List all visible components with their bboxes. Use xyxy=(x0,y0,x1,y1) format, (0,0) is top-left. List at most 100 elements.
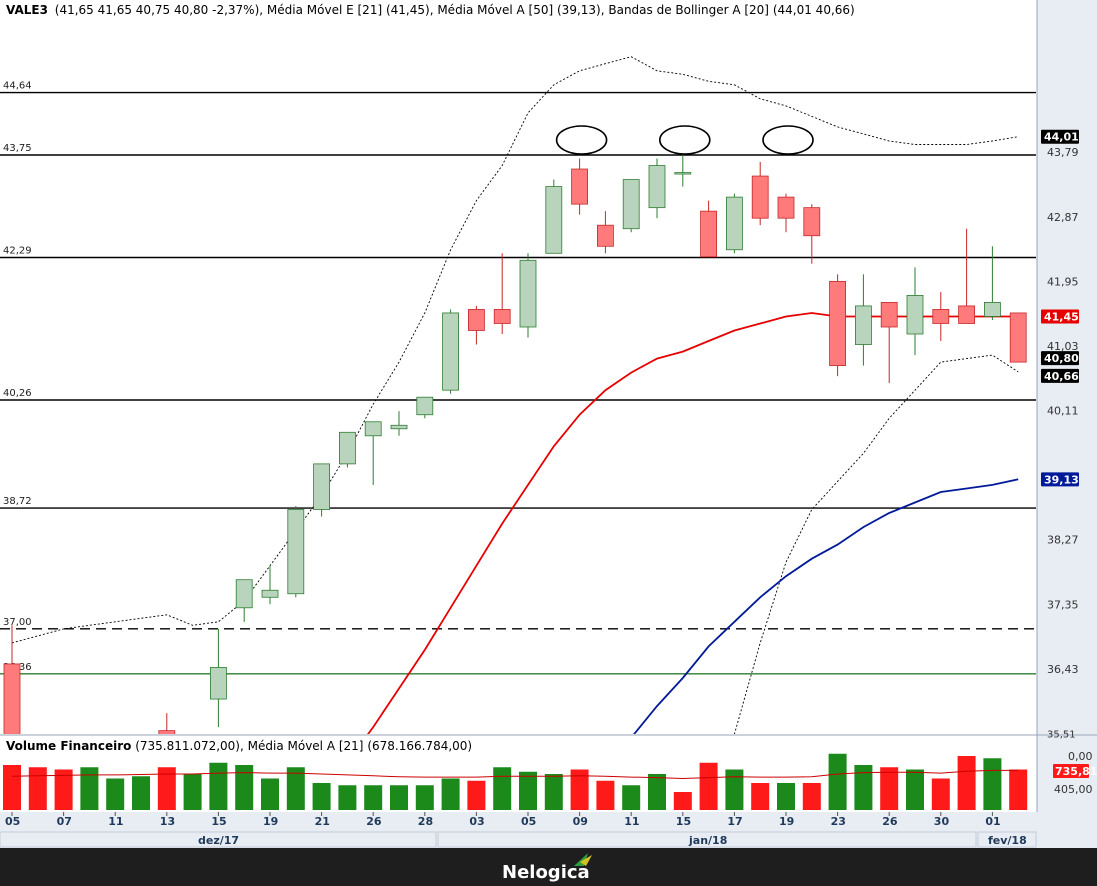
candle[interactable] xyxy=(313,463,331,517)
candle[interactable] xyxy=(984,246,1001,320)
volume-bar[interactable] xyxy=(80,767,99,810)
candle-body xyxy=(416,396,434,416)
volume-bar[interactable] xyxy=(390,785,408,810)
candle[interactable] xyxy=(158,713,176,741)
volume-sma-label: Média Móvel A [21] xyxy=(248,739,364,753)
candle[interactable] xyxy=(932,291,950,342)
candle[interactable] xyxy=(855,274,872,366)
volume-bar[interactable] xyxy=(802,783,821,810)
value-tag-0 xyxy=(1041,129,1079,144)
candle[interactable] xyxy=(1009,312,1027,363)
volume-bar[interactable] xyxy=(235,765,254,810)
candle[interactable] xyxy=(287,506,305,598)
volume-bar[interactable] xyxy=(622,785,641,810)
volume-bar[interactable] xyxy=(415,785,434,810)
candle[interactable] xyxy=(338,431,356,468)
x-tick-label: 26 xyxy=(366,815,382,828)
volume-bar[interactable] xyxy=(312,783,331,810)
volume-bar[interactable] xyxy=(596,780,615,810)
candle[interactable] xyxy=(209,628,227,728)
volume-bar[interactable] xyxy=(906,769,924,811)
candle[interactable] xyxy=(493,253,511,335)
annotation-ellipse-2[interactable] xyxy=(762,125,814,155)
candle[interactable] xyxy=(700,200,717,258)
volume-bar[interactable] xyxy=(957,756,976,810)
candle[interactable] xyxy=(803,204,821,264)
volume-tick-label: 0,00 xyxy=(1068,750,1093,763)
y-axis-panel[interactable] xyxy=(1037,0,1097,848)
candle-body xyxy=(984,302,1001,317)
volume-bar[interactable] xyxy=(1009,769,1028,811)
candle[interactable] xyxy=(235,579,253,622)
volume-bar[interactable] xyxy=(364,785,383,810)
candle[interactable] xyxy=(390,411,408,436)
volume-bar[interactable] xyxy=(854,765,873,810)
candle[interactable] xyxy=(726,193,743,254)
volume-bar[interactable] xyxy=(338,785,357,810)
volume-bar[interactable] xyxy=(725,769,744,811)
volume-bar[interactable] xyxy=(751,783,770,810)
volume-bar[interactable] xyxy=(28,767,47,810)
volume-bar[interactable] xyxy=(519,771,537,810)
volume-bar[interactable] xyxy=(544,774,563,810)
candle-body xyxy=(932,309,950,324)
candle[interactable] xyxy=(442,309,460,394)
candle-body xyxy=(648,165,666,209)
candle[interactable] xyxy=(364,421,382,485)
volume-bar[interactable] xyxy=(673,792,692,810)
volume-bar[interactable] xyxy=(3,765,21,810)
annotation-ellipse-0[interactable] xyxy=(555,125,608,155)
x-tick-label: 05 xyxy=(521,815,536,828)
candle[interactable] xyxy=(829,274,846,377)
candle[interactable] xyxy=(467,305,485,345)
volume-bar[interactable] xyxy=(648,774,666,810)
volume-bar[interactable] xyxy=(286,767,305,810)
candle[interactable] xyxy=(571,158,588,215)
y-tick-label: 36,43 xyxy=(1047,663,1079,676)
volume-bar[interactable] xyxy=(983,758,1002,810)
volume-bar[interactable] xyxy=(699,762,718,810)
candle-body xyxy=(906,295,924,335)
candle[interactable] xyxy=(261,565,279,605)
value-tag-3 xyxy=(1041,368,1079,383)
volume-bar[interactable] xyxy=(54,769,73,811)
value-tag-label-1: 41,45 xyxy=(1044,310,1079,323)
volume-value-tag xyxy=(1053,764,1089,778)
candle[interactable] xyxy=(3,625,21,797)
volume-bar[interactable] xyxy=(828,753,847,810)
candle[interactable] xyxy=(648,158,666,219)
volume-bar[interactable] xyxy=(931,778,950,811)
volume-bar[interactable] xyxy=(441,778,460,811)
volume-bar[interactable] xyxy=(570,769,589,811)
volume-bar[interactable] xyxy=(467,780,486,810)
volume-bar[interactable] xyxy=(132,776,150,810)
y-axis-ticks: 43,79 42,87 41,95 41,03 40,11 38,27 37,35 36,43… xyxy=(1047,146,1079,740)
x-tick-label: 03 xyxy=(469,815,484,828)
candle[interactable] xyxy=(751,162,769,226)
candle[interactable] xyxy=(519,253,537,338)
candle[interactable] xyxy=(958,228,975,324)
candle-body xyxy=(338,431,356,465)
x-tick-label: 09 xyxy=(573,815,588,828)
candle[interactable] xyxy=(906,267,924,356)
annotation-ellipse-1[interactable] xyxy=(658,125,711,155)
volume-bar[interactable] xyxy=(493,767,512,810)
candle[interactable] xyxy=(777,193,795,233)
volume-bar[interactable] xyxy=(209,762,228,810)
volume-bar[interactable] xyxy=(106,778,125,811)
volume-bar[interactable] xyxy=(261,778,279,811)
sma50-line xyxy=(633,478,1019,734)
candle[interactable] xyxy=(597,211,614,254)
candle-body xyxy=(364,421,382,437)
volume-bar[interactable] xyxy=(157,767,176,810)
candle[interactable] xyxy=(622,179,640,233)
candle[interactable] xyxy=(416,396,434,419)
volume-bar[interactable] xyxy=(777,783,795,810)
candle[interactable] xyxy=(674,155,692,187)
volume-bar[interactable] xyxy=(183,774,202,810)
volume-value-tag-label: 735,81 xyxy=(1055,765,1097,778)
candle[interactable] xyxy=(545,179,563,254)
volume-bar[interactable] xyxy=(880,767,899,810)
candle[interactable] xyxy=(880,302,898,384)
